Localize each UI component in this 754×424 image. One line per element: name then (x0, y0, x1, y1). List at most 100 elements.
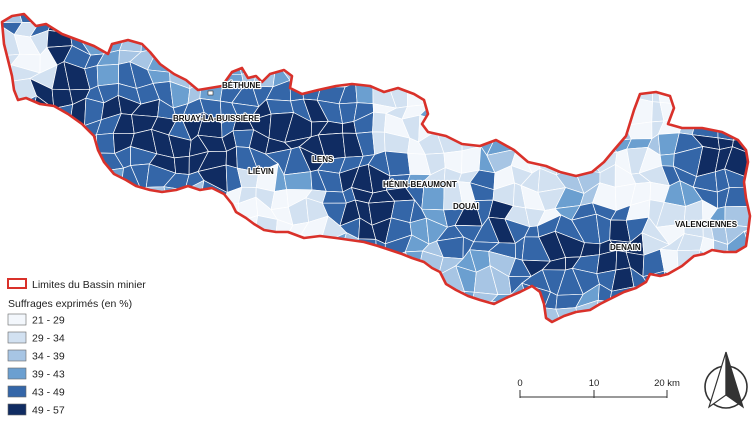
commune (133, 219, 154, 244)
commune (283, 14, 306, 19)
commune (198, 216, 220, 244)
commune (539, 117, 563, 137)
commune (72, 185, 84, 209)
commune (683, 49, 702, 75)
commune (617, 14, 633, 25)
commune (5, 121, 24, 139)
commune (48, 14, 73, 15)
commune (135, 201, 154, 228)
commune (528, 63, 549, 90)
commune (376, 255, 386, 275)
commune (437, 27, 466, 55)
commune (301, 14, 330, 22)
commune (148, 234, 166, 258)
commune (384, 300, 415, 322)
commune (372, 111, 387, 133)
commune (2, 156, 22, 177)
commune (257, 290, 280, 313)
commune (491, 300, 517, 322)
commune (541, 14, 567, 20)
commune (214, 22, 241, 41)
commune (169, 306, 181, 322)
commune (169, 207, 183, 228)
commune (683, 71, 701, 91)
commune (519, 17, 544, 29)
commune (495, 115, 507, 132)
commune (147, 202, 173, 228)
commune (724, 205, 750, 229)
commune (15, 137, 36, 158)
commune (537, 62, 565, 91)
commune (407, 82, 433, 107)
commune (679, 14, 702, 24)
commune (590, 14, 619, 25)
commune (384, 284, 414, 313)
commune (82, 166, 105, 193)
commune (232, 293, 259, 313)
commune (614, 95, 626, 126)
commune (573, 65, 600, 89)
commune (455, 15, 478, 37)
commune (422, 14, 450, 24)
commune (462, 51, 478, 75)
commune (68, 217, 91, 240)
commune (121, 216, 143, 242)
commune (28, 116, 58, 143)
commune (443, 306, 462, 322)
commune (77, 251, 101, 277)
commune (139, 0, 159, 13)
commune (570, 79, 602, 107)
city-label: HÉNIN-BEAUMONT (383, 180, 457, 189)
commune (385, 28, 413, 53)
commune (9, 202, 33, 223)
legend-class-label: 39 - 43 (32, 369, 65, 381)
commune (323, 46, 341, 67)
commune (487, 80, 513, 99)
commune (81, 204, 104, 222)
commune (351, 273, 380, 295)
commune (304, 32, 326, 58)
commune (318, 250, 348, 270)
commune (271, 276, 295, 296)
commune (726, 249, 750, 273)
commune (132, 251, 150, 276)
commune (2, 14, 23, 24)
commune (325, 32, 340, 58)
commune (676, 287, 701, 311)
commune (708, 80, 736, 105)
commune (140, 26, 159, 53)
commune (440, 83, 454, 105)
commune (696, 94, 719, 123)
commune (180, 16, 199, 30)
commune (560, 79, 582, 107)
commune (197, 305, 220, 322)
commune (197, 26, 228, 57)
legend-swatch (7, 403, 27, 416)
commune (350, 44, 373, 67)
commune (596, 64, 618, 89)
legend-boundary-label: Limites du Bassin minier (32, 279, 146, 291)
commune (515, 300, 529, 322)
commune (281, 44, 309, 72)
commune (676, 267, 701, 292)
commune (539, 27, 558, 53)
commune (248, 274, 280, 296)
commune (213, 285, 234, 312)
commune (233, 249, 251, 277)
commune (749, 14, 750, 18)
commune (167, 14, 183, 24)
commune (117, 184, 142, 207)
city-label: DENAIN (610, 243, 641, 252)
commune (472, 14, 499, 21)
commune (271, 234, 293, 262)
commune (249, 28, 270, 58)
commune (385, 61, 409, 84)
commune (338, 14, 358, 34)
commune (60, 151, 87, 167)
commune (352, 253, 379, 280)
commune (98, 184, 122, 207)
commune (525, 300, 545, 322)
commune (47, 14, 71, 34)
commune (662, 14, 682, 38)
commune (708, 0, 730, 13)
